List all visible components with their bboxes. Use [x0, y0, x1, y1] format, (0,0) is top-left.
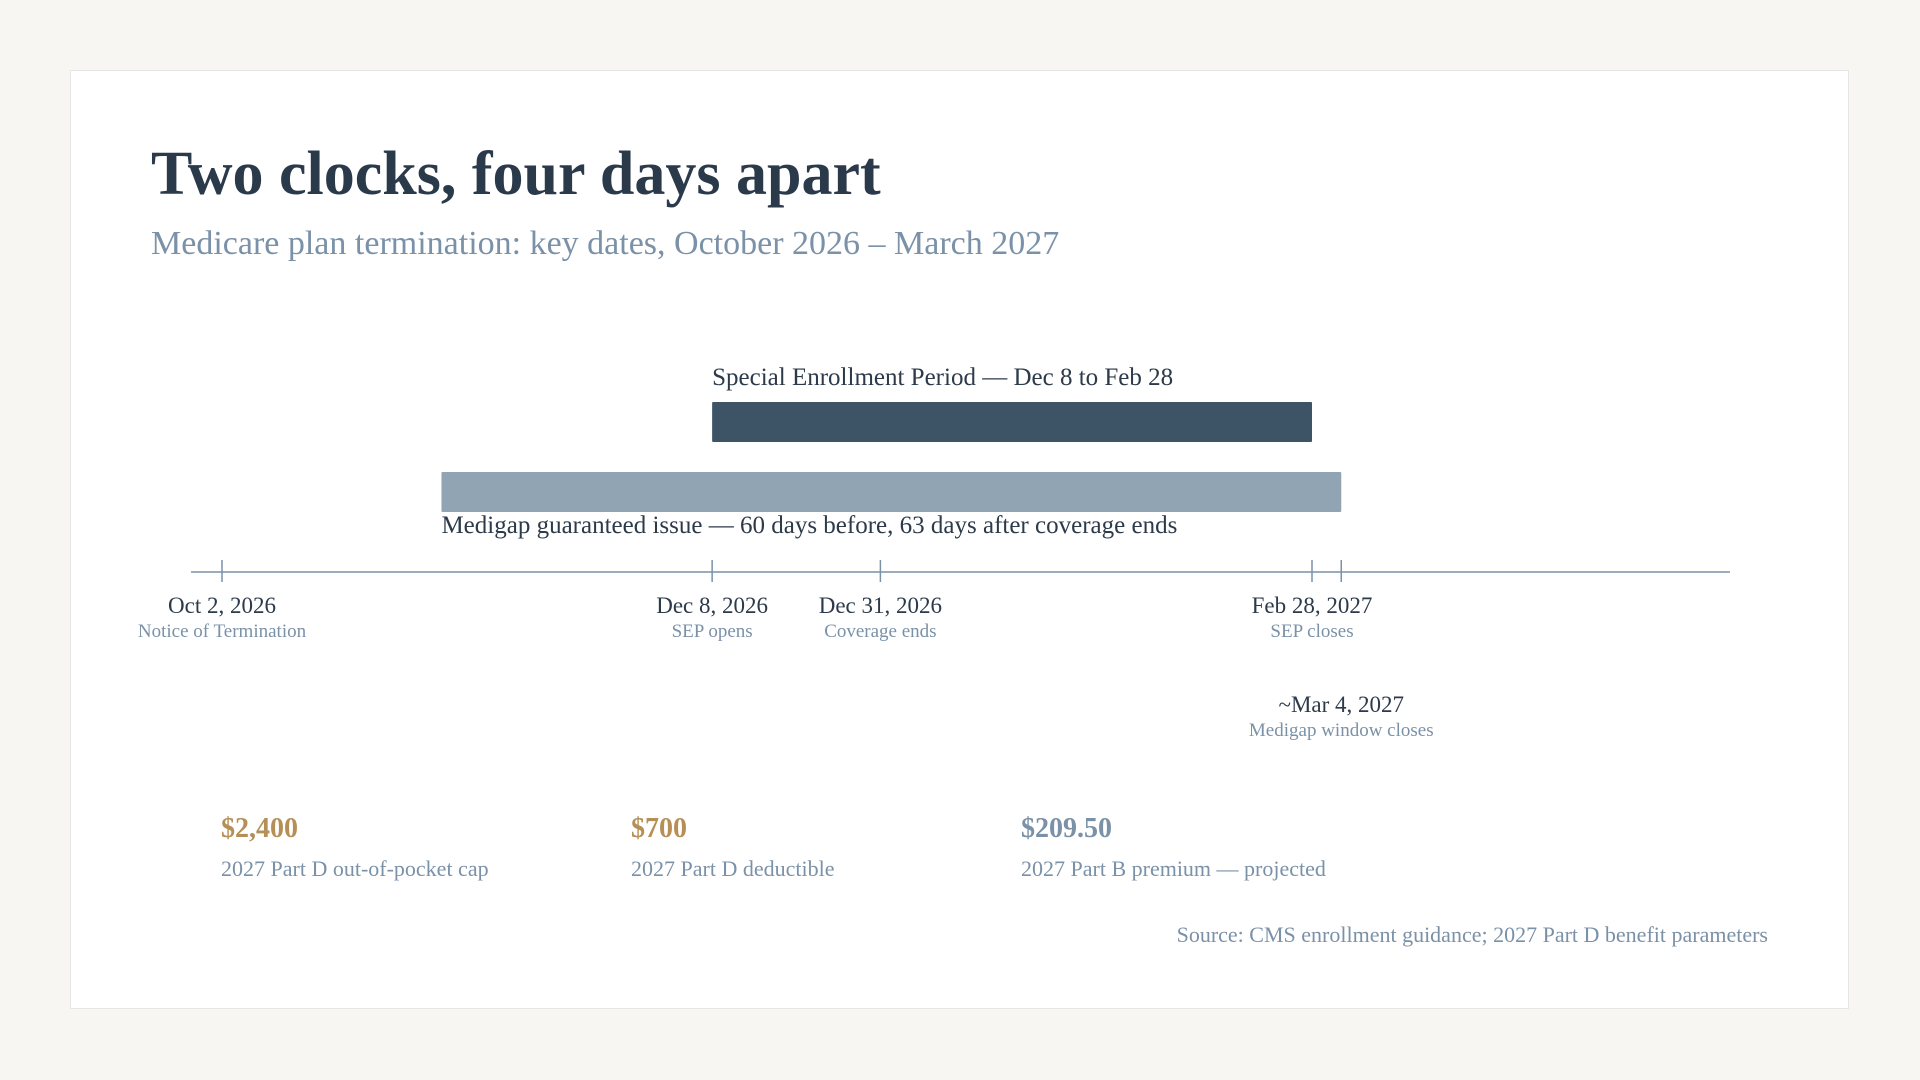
milestone-date: Oct 2, 2026 — [168, 593, 276, 618]
stat-label: 2027 Part D out-of-pocket cap — [221, 856, 489, 881]
medigap-period-label: Medigap guaranteed issue — 60 days befor… — [441, 512, 1177, 539]
stat-label: 2027 Part B premium — projected — [1021, 856, 1326, 881]
sep-period-label: Special Enrollment Period — Dec 8 to Feb… — [712, 364, 1173, 391]
stat-value: $209.50 — [1021, 813, 1112, 844]
milestone-date: Feb 28, 2027 — [1252, 593, 1373, 618]
milestone-date: Dec 8, 2026 — [656, 593, 768, 618]
sep-period-bar — [712, 402, 1312, 442]
milestone-caption: Notice of Termination — [138, 621, 307, 642]
stat-value: $700 — [631, 813, 687, 844]
infographic-card: Two clocks, four days apart Medicare pla… — [70, 70, 1849, 1009]
milestone-date: ~Mar 4, 2027 — [1279, 692, 1405, 717]
timeline-chart: Special Enrollment Period — Dec 8 to Feb… — [138, 364, 1730, 741]
page-subtitle: Medicare plan termination: key dates, Oc… — [151, 225, 1060, 262]
medigap-period-bar — [441, 472, 1342, 512]
milestone-caption: Coverage ends — [824, 621, 936, 642]
milestone-date: Dec 31, 2026 — [819, 593, 942, 618]
stat-label: 2027 Part D deductible — [631, 856, 835, 881]
milestone-caption: Medigap window closes — [1249, 720, 1434, 741]
source-note: Source: CMS enrollment guidance; 2027 Pa… — [1176, 922, 1768, 947]
page-title: Two clocks, four days apart — [151, 140, 881, 208]
milestone-caption: SEP opens — [672, 621, 753, 642]
milestone-caption: SEP closes — [1270, 621, 1353, 642]
stat-value: $2,400 — [221, 813, 298, 844]
